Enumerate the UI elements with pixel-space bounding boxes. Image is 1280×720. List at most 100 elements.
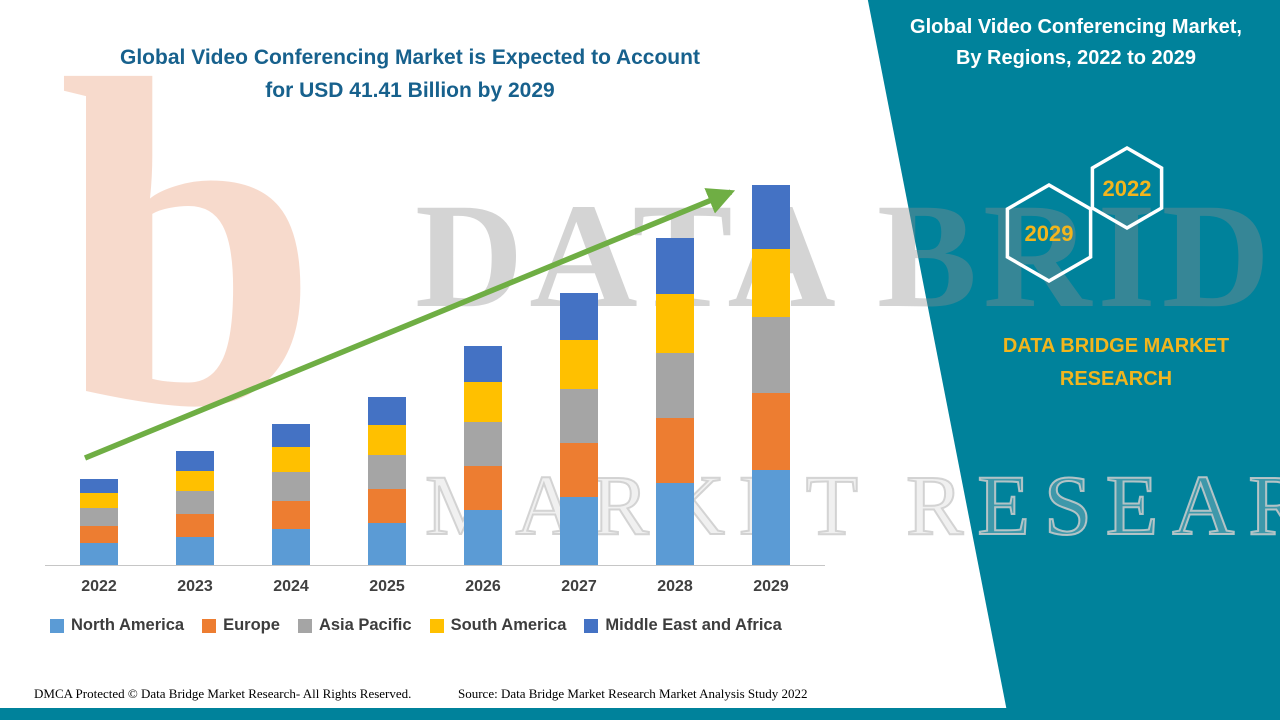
x-axis-label: 2025: [369, 578, 405, 595]
segment-south-america: [752, 249, 790, 318]
segment-europe: [464, 465, 502, 510]
x-axis-labels: 2022 2023 2024 2025 2026 2027 2028 2029: [51, 565, 819, 596]
segment-asia-pacific: [656, 352, 694, 419]
brand-name-line2: RESEARCH: [1059, 368, 1173, 390]
segment-asia-pacific: [272, 472, 310, 501]
segment-middle-east-and-africa: [176, 451, 214, 471]
stacked-bar-2022: [80, 478, 118, 565]
segment-asia-pacific: [176, 490, 214, 514]
legend-swatch-middle-east-and-africa: [584, 618, 599, 633]
segment-south-america: [176, 470, 214, 491]
bar-group-2022: [51, 478, 147, 565]
bar-chart: 2022 2023 2024 2025 2026 2027 2028 2029: [45, 178, 825, 608]
legend-item-north-america: North America: [50, 616, 184, 635]
panel-title-line1: Global Video Conferencing Market,: [910, 16, 1242, 38]
segment-north-america: [752, 469, 790, 565]
bar-group-2026: [435, 345, 531, 565]
hexagon-2029: [1005, 182, 1093, 284]
segment-north-america: [368, 522, 406, 565]
segment-middle-east-and-africa: [656, 238, 694, 295]
x-axis-label: 2023: [177, 578, 213, 595]
brand-name: DATA BRIDGE MARKET RESEARCH: [960, 330, 1272, 396]
segment-europe: [272, 500, 310, 530]
legend-swatch-south-america: [429, 618, 444, 633]
segment-north-america: [272, 529, 310, 565]
bar-group-2023: [147, 451, 243, 565]
segment-south-america: [80, 492, 118, 509]
segment-middle-east-and-africa: [272, 423, 310, 447]
segment-north-america: [656, 483, 694, 565]
legend-swatch-europe: [202, 618, 217, 633]
bars-area: [51, 178, 819, 565]
chart-title: Global Video Conferencing Market is Expe…: [40, 42, 780, 107]
segment-europe: [752, 393, 790, 470]
legend-label: Europe: [223, 616, 280, 634]
legend-swatch-asia-pacific: [297, 618, 312, 633]
source-note: Source: Data Bridge Market Research Mark…: [458, 686, 808, 701]
bar-group-2024: [243, 423, 339, 565]
stacked-bar-2028: [656, 238, 694, 565]
dmca-notice: DMCA Protected © Data Bridge Market Rese…: [34, 686, 412, 701]
bar-group-2025: [339, 397, 435, 565]
bar-group-2027: [531, 292, 627, 565]
stacked-bar-2027: [560, 292, 598, 565]
legend-label: North America: [71, 616, 185, 634]
year-hexagons: 2029 2022: [1005, 145, 1164, 284]
segment-south-america: [368, 424, 406, 455]
legend-item-south-america: South America: [429, 616, 567, 635]
x-axis-line: [45, 565, 825, 566]
stacked-bar-2026: [464, 345, 502, 565]
segment-middle-east-and-africa: [80, 478, 118, 493]
segment-middle-east-and-africa: [368, 397, 406, 425]
bar-group-2029: [723, 185, 819, 565]
segment-middle-east-and-africa: [464, 345, 502, 383]
segment-europe: [176, 513, 214, 537]
segment-south-america: [656, 294, 694, 353]
hexagon-2022: [1090, 145, 1164, 231]
stacked-bar-2025: [368, 397, 406, 565]
hexagon-2029-label: 2029: [1025, 221, 1074, 246]
x-axis-label: 2022: [81, 578, 117, 595]
legend-label: South America: [450, 616, 567, 634]
panel-title: Global Video Conferencing Market, By Reg…: [880, 12, 1272, 74]
segment-europe: [368, 488, 406, 523]
segment-middle-east-and-africa: [752, 185, 790, 250]
x-axis-label: 2027: [561, 578, 597, 595]
segment-middle-east-and-africa: [560, 292, 598, 341]
segment-asia-pacific: [560, 388, 598, 444]
chart-title-line2: for USD 41.41 Billion by 2029: [265, 78, 555, 102]
legend-item-middle-east-and-africa: Middle East and Africa: [584, 616, 782, 635]
x-axis-label: 2024: [273, 578, 309, 595]
segment-north-america: [176, 536, 214, 565]
x-axis-label: 2026: [465, 578, 501, 595]
segment-south-america: [560, 340, 598, 389]
stacked-bar-2023: [176, 451, 214, 565]
x-axis-label: 2029: [753, 578, 789, 595]
legend-item-asia-pacific: Asia Pacific: [297, 616, 412, 635]
x-axis-label: 2028: [657, 578, 693, 595]
panel-title-line2: By Regions, 2022 to 2029: [955, 47, 1197, 69]
segment-asia-pacific: [752, 317, 790, 394]
chart-title-line1: Global Video Conferencing Market is Expe…: [120, 46, 700, 69]
stacked-bar-2024: [272, 423, 310, 565]
legend-label: Middle East and Africa: [605, 616, 782, 634]
chart-legend: North America Europe Asia Pacific South Ame…: [50, 616, 840, 635]
segment-south-america: [464, 382, 502, 422]
segment-asia-pacific: [80, 508, 118, 526]
segment-north-america: [464, 509, 502, 565]
brand-name-line1: DATA BRIDGE MARKET: [1002, 335, 1230, 357]
segment-south-america: [272, 446, 310, 473]
segment-europe: [80, 525, 118, 543]
legend-item-europe: Europe: [202, 616, 280, 635]
segment-asia-pacific: [464, 421, 502, 466]
segment-europe: [560, 443, 598, 498]
segment-north-america: [80, 543, 118, 565]
bottom-accent-strip: [0, 708, 1280, 720]
hexagon-2022-label: 2022: [1103, 176, 1152, 201]
legend-swatch-north-america: [50, 618, 64, 633]
segment-asia-pacific: [368, 454, 406, 489]
stacked-bar-2029: [752, 185, 790, 565]
segment-europe: [656, 418, 694, 484]
legend-label: Asia Pacific: [318, 616, 412, 634]
